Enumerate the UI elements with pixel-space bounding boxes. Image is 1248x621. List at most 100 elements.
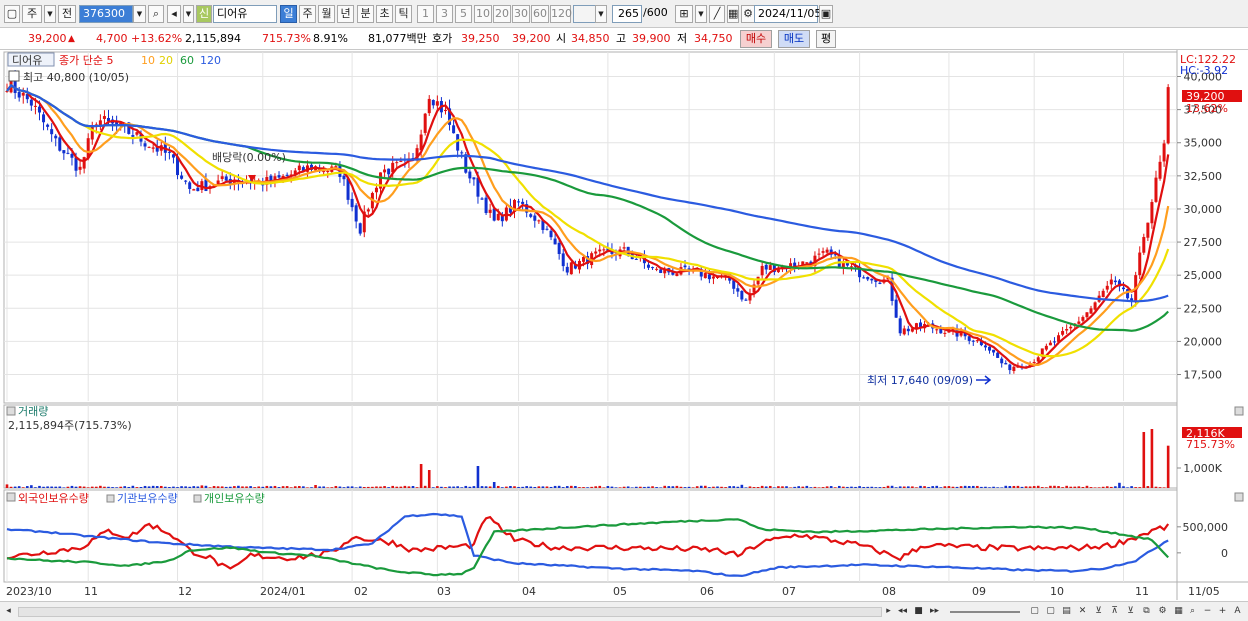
volume-bar (691, 487, 695, 488)
panel-toggle-icon[interactable] (6, 406, 16, 416)
layout-icon-1[interactable]: ▢ (1030, 606, 1039, 616)
volume-bar (923, 486, 926, 488)
period-month-button[interactable]: 월 (318, 5, 335, 23)
candle-body (1162, 143, 1166, 162)
interval-20-button[interactable]: 20 (493, 5, 511, 23)
volume-bar (127, 486, 131, 488)
candle-body (74, 157, 78, 171)
volume-bar (915, 487, 918, 488)
zoom-in-icon[interactable]: + (1218, 606, 1227, 616)
zoom-search-icon[interactable]: ⌕ (1189, 606, 1196, 616)
cross-icon[interactable]: ✕ (1078, 606, 1087, 616)
code-dropdown-icon[interactable]: ▼ (133, 5, 146, 23)
interval-1-button[interactable]: 1 (417, 5, 434, 23)
volume-bar (1130, 486, 1133, 488)
layout-icon-3[interactable]: ▤ (1062, 606, 1071, 616)
stop-icon[interactable]: ■ (914, 606, 923, 616)
period-select[interactable]: 주 (22, 5, 42, 23)
zoom-slider[interactable] (950, 611, 1020, 613)
period-minute-button[interactable]: 분 (357, 5, 374, 23)
fast-forward-icon[interactable]: ▸▸ (929, 606, 940, 616)
x-tick-label: 11/05 (1188, 585, 1220, 598)
volume-bar (298, 486, 301, 488)
stock-code-input[interactable]: 376300 (79, 5, 133, 23)
grid-toggle-icon[interactable]: ▦ (1174, 606, 1183, 616)
calendar-icon[interactable]: ▣ (819, 5, 833, 23)
period-second-button[interactable]: 초 (376, 5, 393, 23)
stock-name-input[interactable]: 디어유 (213, 5, 277, 23)
interval-30-button[interactable]: 30 (512, 5, 530, 23)
volume-bar (1032, 486, 1036, 488)
search-icon[interactable]: ⌕ (148, 5, 164, 23)
interval-5-button[interactable]: 5 (455, 5, 472, 23)
scale-icon-1[interactable]: ⊻ (1095, 606, 1102, 616)
scale-icon-2[interactable]: ⊼ (1111, 606, 1118, 616)
volume-bar (813, 486, 817, 488)
x-tick-label: 04 (522, 585, 536, 598)
chevron-down-icon[interactable]: ▼ (44, 5, 56, 23)
period-tick-button[interactable]: 틱 (395, 5, 412, 23)
zoom-out-icon[interactable]: − (1203, 606, 1212, 616)
period-week-button[interactable]: 주 (299, 5, 316, 23)
chart-type-icon[interactable]: ⊞ (675, 5, 693, 23)
scale-icon-3[interactable]: ⊻ (1127, 606, 1134, 616)
window-icon[interactable]: ▢ (4, 5, 20, 23)
volume-bar (764, 486, 768, 488)
gear-icon[interactable]: ⚙ (741, 5, 755, 23)
font-size-icon[interactable]: A (1234, 606, 1241, 616)
volume-close-icon[interactable] (1234, 406, 1244, 416)
candle-body (521, 201, 525, 204)
count-total: /600 (643, 6, 668, 19)
stock-chart[interactable]: 40,000 37,500 35,000 32,500 30,000 27,500 25,0… (0, 50, 1248, 601)
interval-60-button[interactable]: 60 (531, 5, 549, 23)
volume-bar (172, 486, 175, 488)
volume-bar (261, 486, 265, 488)
draw-tool-icon[interactable]: ╱ (709, 5, 725, 23)
rewind-icon[interactable]: ◂◂ (897, 606, 908, 616)
copy-icon[interactable]: ⧉ (1143, 606, 1150, 616)
period-day-button[interactable]: 일 (280, 5, 297, 23)
y-tick-label: 22,500 (1184, 302, 1223, 315)
volume-bar (334, 485, 338, 488)
volume-bar (752, 487, 756, 488)
horizontal-scrollbar[interactable] (18, 607, 882, 617)
volume-bar (898, 486, 902, 488)
period-year-button[interactable]: 년 (337, 5, 354, 23)
candle-body (147, 146, 151, 148)
interval-dropdown-icon[interactable]: ▼ (595, 5, 607, 23)
scroll-right-icon[interactable]: ▸ (886, 606, 891, 616)
legend-foreign: 외국인보유수량 (18, 492, 89, 505)
layout-icon-2[interactable]: ▢ (1046, 606, 1055, 616)
candle-body (102, 116, 106, 119)
interval-3-button[interactable]: 3 (436, 5, 453, 23)
candle-body (472, 177, 476, 180)
speaker-icon[interactable]: ◂ (167, 5, 181, 23)
hc-label: HC:-3.92 (1180, 64, 1228, 77)
date-input[interactable]: 2024/11/05 (754, 5, 821, 23)
volume-bar (1000, 487, 1003, 488)
table-icon[interactable] (8, 70, 20, 82)
chart-type-dropdown-icon[interactable]: ▼ (695, 5, 707, 23)
holdings-toggle-icon[interactable] (6, 492, 16, 502)
prev-button[interactable]: 전 (58, 5, 76, 23)
holdings-close-icon[interactable] (1234, 492, 1244, 502)
sell-button[interactable]: 매도 (778, 30, 810, 48)
buy-button[interactable]: 매수 (740, 30, 772, 48)
interval-10-button[interactable]: 10 (474, 5, 492, 23)
candle-body (143, 143, 147, 147)
grid-icon[interactable]: ▦ (727, 5, 739, 23)
volume-bar (415, 487, 419, 488)
candle-body (833, 254, 837, 256)
volume-bar (724, 487, 727, 488)
average-button[interactable]: 평 (816, 30, 836, 48)
settings-icon[interactable]: ⚙ (1158, 606, 1167, 616)
count-input[interactable]: 265 (612, 5, 642, 23)
volume-bar (663, 485, 667, 488)
volume-bar (748, 486, 752, 488)
speaker-dropdown-icon[interactable]: ▼ (183, 5, 194, 23)
interval-120-button[interactable]: 120 (550, 5, 572, 23)
holdings-line-0 (6, 515, 1170, 570)
hold-y-tick-label: 0 (1221, 547, 1228, 560)
volume-bar (115, 487, 118, 488)
scroll-left-icon[interactable]: ◂ (6, 606, 11, 616)
